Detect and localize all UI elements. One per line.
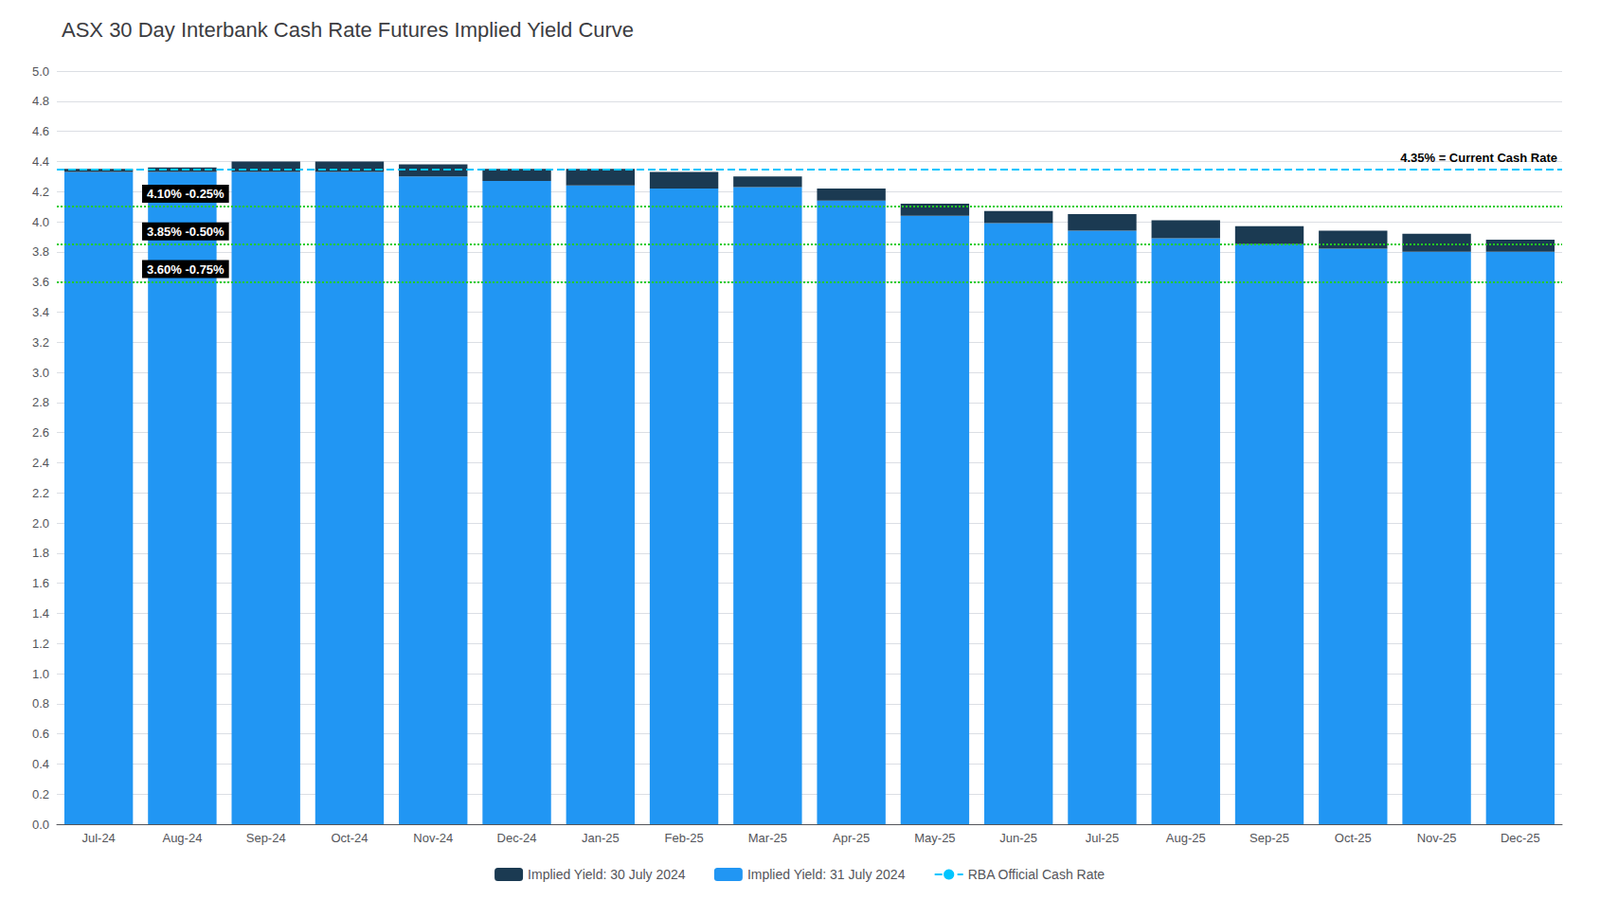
- svg-text:1.6: 1.6: [32, 575, 50, 591]
- svg-text:Feb-25: Feb-25: [664, 830, 703, 845]
- svg-text:RBA Official Cash Rate: RBA Official Cash Rate: [968, 866, 1106, 882]
- svg-text:Sep-24: Sep-24: [246, 830, 287, 845]
- svg-text:3.60% -0.75%: 3.60% -0.75%: [146, 262, 225, 277]
- svg-text:Nov-24: Nov-24: [413, 830, 453, 845]
- svg-text:1.0: 1.0: [32, 666, 50, 682]
- svg-text:Dec-25: Dec-25: [1500, 830, 1541, 845]
- svg-text:Jul-25: Jul-25: [1085, 830, 1119, 845]
- svg-text:2.8: 2.8: [32, 395, 50, 410]
- svg-text:4.35% = Current Cash Rate: 4.35% = Current Cash Rate: [1400, 150, 1558, 165]
- svg-text:Dec-24: Dec-24: [497, 830, 538, 845]
- svg-text:4.0: 4.0: [32, 215, 50, 230]
- svg-text:5.0: 5.0: [32, 64, 50, 79]
- svg-text:2.2: 2.2: [32, 485, 50, 501]
- svg-text:0.8: 0.8: [32, 696, 50, 711]
- svg-text:3.8: 3.8: [32, 244, 50, 259]
- svg-text:Implied Yield: 31 July 2024: Implied Yield: 31 July 2024: [747, 866, 906, 882]
- svg-text:2.0: 2.0: [32, 516, 50, 531]
- svg-text:2.4: 2.4: [32, 455, 50, 470]
- svg-text:4.6: 4.6: [32, 124, 50, 139]
- svg-text:4.8: 4.8: [32, 93, 50, 108]
- svg-text:4.4: 4.4: [32, 154, 50, 169]
- svg-text:Implied Yield: 30 July 2024: Implied Yield: 30 July 2024: [527, 866, 686, 882]
- svg-text:Sep-25: Sep-25: [1249, 830, 1290, 845]
- svg-text:Jul-24: Jul-24: [81, 830, 115, 845]
- svg-text:3.6: 3.6: [32, 274, 50, 289]
- svg-text:3.2: 3.2: [32, 335, 50, 350]
- svg-text:Jan-25: Jan-25: [581, 830, 620, 845]
- svg-text:3.4: 3.4: [32, 305, 50, 320]
- svg-text:ASX 30 Day Interbank Cash Rate: ASX 30 Day Interbank Cash Rate Futures I…: [61, 17, 634, 42]
- svg-text:Aug-25: Aug-25: [1166, 830, 1206, 845]
- svg-text:Jun-25: Jun-25: [999, 830, 1038, 845]
- svg-text:Oct-24: Oct-24: [330, 830, 368, 845]
- svg-text:Mar-25: Mar-25: [748, 830, 788, 845]
- svg-text:2.6: 2.6: [32, 425, 50, 440]
- svg-text:4.2: 4.2: [32, 184, 50, 199]
- svg-text:0.6: 0.6: [32, 726, 50, 741]
- svg-text:May-25: May-25: [914, 830, 955, 845]
- svg-text:3.85% -0.50%: 3.85% -0.50%: [146, 224, 225, 239]
- svg-text:3.0: 3.0: [32, 365, 50, 380]
- svg-text:1.2: 1.2: [32, 636, 50, 651]
- svg-text:1.8: 1.8: [32, 545, 50, 560]
- svg-text:1.4: 1.4: [32, 606, 50, 621]
- svg-text:0.0: 0.0: [32, 817, 50, 832]
- svg-text:Aug-24: Aug-24: [161, 830, 202, 845]
- svg-text:Apr-25: Apr-25: [832, 830, 870, 845]
- svg-text:Nov-25: Nov-25: [1417, 830, 1457, 845]
- svg-text:Oct-25: Oct-25: [1334, 830, 1372, 845]
- svg-text:0.4: 0.4: [32, 756, 50, 772]
- svg-text:0.2: 0.2: [32, 787, 50, 802]
- svg-text:4.10% -0.25%: 4.10% -0.25%: [146, 186, 225, 201]
